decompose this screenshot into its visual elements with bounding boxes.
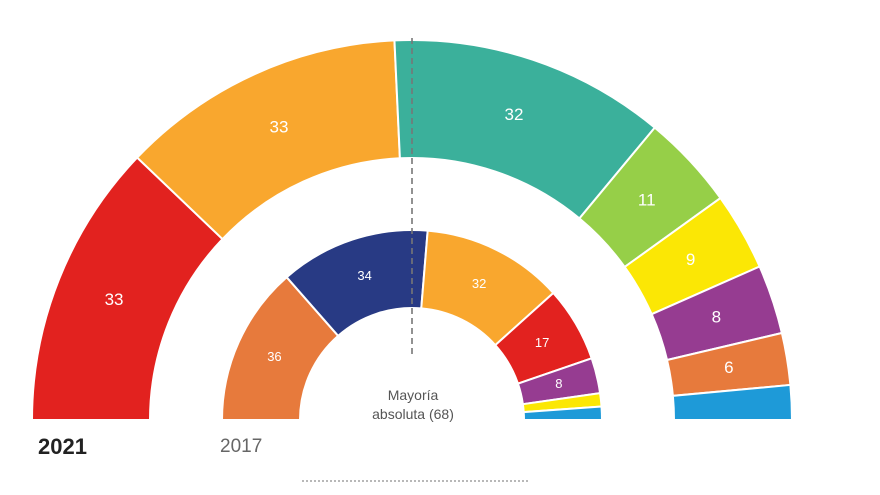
majority-label-line1: Mayoría [387,387,439,403]
seat-label-2017-2: 32 [472,276,486,291]
seat-label-2021-5: 8 [712,307,721,326]
year-label-2017: 2017 [220,436,263,457]
seat-label-2021-1: 33 [269,117,288,136]
seat-label-2017-0: 36 [267,349,281,364]
majority-label-line2: absoluta (68) [372,406,454,422]
seat-label-2017-1: 34 [357,268,371,283]
ring-2017: 36 34 32 17 8 [220,229,604,421]
seat-label-2017-4: 8 [555,376,562,391]
seat-label-2021-6: 6 [724,358,733,377]
dotted-divider [302,480,528,482]
seat-segment-2017-6 [522,405,604,421]
seat-label-2021-3: 11 [638,191,656,210]
ring-2021: 33 33 32 11 9 8 6 [30,39,794,421]
seat-label-2017-3: 17 [535,335,549,350]
year-label-2021: 2021 [38,434,87,459]
seat-segment-2021-7 [671,383,794,421]
seat-label-2021-4: 9 [686,250,695,269]
seat-label-2021-0: 33 [105,290,124,309]
seat-label-2021-2: 32 [505,105,524,124]
majority-label: Mayoría absoluta (68) [352,386,474,424]
